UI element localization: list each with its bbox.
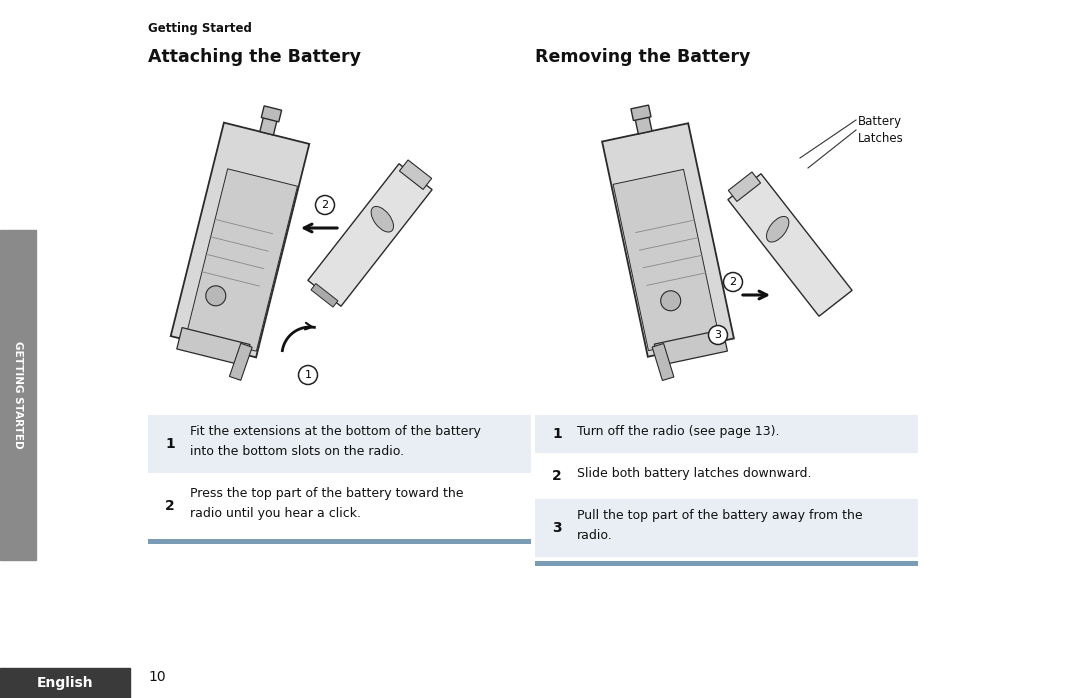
Ellipse shape: [372, 207, 393, 232]
Text: Attaching the Battery: Attaching the Battery: [148, 48, 361, 66]
Polygon shape: [728, 172, 760, 202]
Polygon shape: [177, 327, 249, 366]
Polygon shape: [602, 124, 734, 357]
Text: radio.: radio.: [577, 529, 612, 542]
Bar: [148, 539, 531, 544]
Polygon shape: [652, 343, 674, 380]
Polygon shape: [400, 160, 432, 189]
Text: into the bottom slots on the radio.: into the bottom slots on the radio.: [190, 445, 404, 458]
Polygon shape: [311, 283, 338, 307]
Text: Pull the top part of the battery away from the: Pull the top part of the battery away fr…: [577, 509, 863, 522]
Bar: [535, 499, 918, 557]
Text: GETTING STARTED: GETTING STARTED: [13, 341, 23, 449]
Polygon shape: [728, 174, 852, 316]
Polygon shape: [613, 170, 719, 350]
Bar: [0, 668, 130, 698]
Text: 2: 2: [165, 499, 175, 513]
Circle shape: [206, 285, 226, 306]
Text: 3: 3: [552, 521, 562, 535]
Circle shape: [708, 325, 728, 345]
Text: 2: 2: [729, 277, 737, 287]
Ellipse shape: [767, 216, 788, 242]
Text: Removing the Battery: Removing the Battery: [535, 48, 751, 66]
Polygon shape: [654, 329, 728, 366]
Text: 1: 1: [552, 427, 562, 441]
Bar: [535, 561, 918, 566]
Bar: [535, 415, 918, 453]
Circle shape: [315, 195, 335, 214]
Text: 1: 1: [305, 370, 311, 380]
Text: English: English: [37, 676, 93, 690]
Circle shape: [724, 272, 743, 292]
Polygon shape: [308, 164, 432, 306]
Polygon shape: [261, 106, 282, 122]
Text: 3: 3: [715, 330, 721, 340]
Text: Slide both battery latches downward.: Slide both battery latches downward.: [577, 467, 811, 480]
Text: 1: 1: [165, 437, 175, 451]
Bar: [0, 230, 36, 560]
Text: Turn off the radio (see page 13).: Turn off the radio (see page 13).: [577, 425, 780, 438]
Circle shape: [298, 366, 318, 385]
Text: Press the top part of the battery toward the: Press the top part of the battery toward…: [190, 487, 463, 500]
Polygon shape: [631, 105, 651, 121]
Text: Getting Started: Getting Started: [148, 22, 252, 35]
Text: 2: 2: [322, 200, 328, 210]
Polygon shape: [187, 169, 297, 351]
Text: Battery
Latches: Battery Latches: [858, 115, 904, 145]
Text: radio until you hear a click.: radio until you hear a click.: [190, 507, 361, 520]
Polygon shape: [635, 113, 652, 134]
Bar: [148, 415, 531, 473]
Text: 10: 10: [148, 670, 165, 684]
Polygon shape: [229, 343, 252, 380]
Circle shape: [661, 291, 680, 311]
Polygon shape: [171, 123, 309, 357]
Text: 2: 2: [552, 469, 562, 483]
Text: Fit the extensions at the bottom of the battery: Fit the extensions at the bottom of the …: [190, 425, 481, 438]
Polygon shape: [260, 114, 278, 135]
